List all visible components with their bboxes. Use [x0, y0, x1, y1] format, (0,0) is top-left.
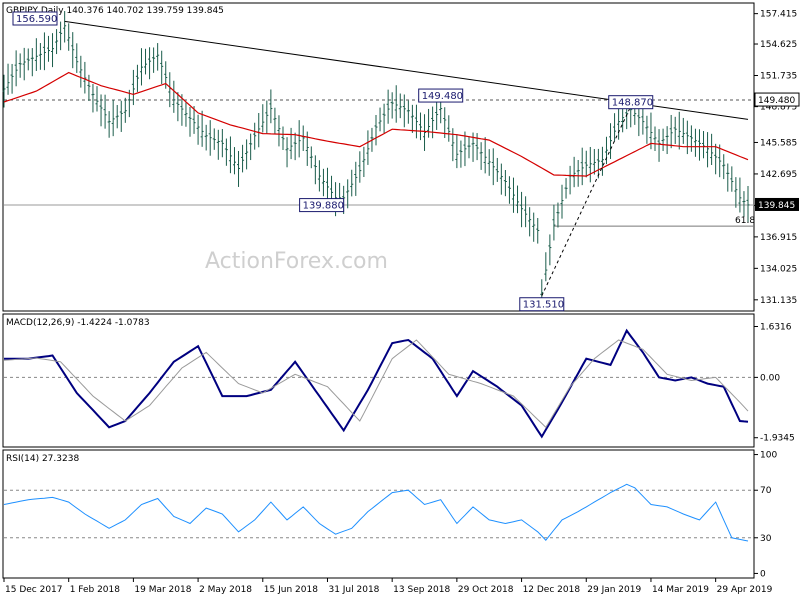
annotation-box — [519, 297, 565, 312]
rsi-ytick-label: 70 — [760, 486, 772, 496]
price-ytick-label: 134.025 — [760, 264, 797, 274]
price-ytick-label: 131.135 — [760, 296, 797, 306]
rsi-ytick-label: 0 — [760, 569, 766, 579]
rsi-title: RSI(14) 27.3238 — [6, 454, 79, 464]
rsi-ytick-label: 100 — [760, 451, 777, 461]
rsi-series-rsi — [3, 483, 749, 542]
macd-panel — [2, 313, 755, 448]
annotation-label: 149.480 — [422, 91, 463, 102]
annotation-label: 148.870 — [612, 98, 653, 109]
price-ytick-label: 157.415 — [760, 10, 797, 20]
moving-average-line — [3, 71, 749, 177]
macd-series-signal — [3, 339, 749, 429]
price-ytick-label: 154.625 — [760, 40, 797, 50]
support-trendline — [541, 106, 632, 297]
price-ytick-label: 151.735 — [760, 71, 797, 81]
price-ytick-label: 145.585 — [760, 138, 797, 148]
price-title: GBPJPY,Daily 140.376 140.702 139.759 139… — [6, 6, 224, 16]
watermark: ActionForex.com — [205, 249, 388, 274]
resistance-price-label: 149.480 — [758, 96, 795, 106]
price-ytick-label: 148.875 — [760, 103, 797, 113]
x-tick-label: 15 Dec 2017 — [5, 585, 63, 595]
price-ytick-label: 136.915 — [760, 233, 797, 243]
price-panel — [2, 2, 755, 312]
x-tick-label: 12 Dec 2018 — [523, 585, 581, 595]
last-price-box — [755, 197, 799, 211]
x-tick-label: 29 Oct 2018 — [458, 585, 514, 595]
annotation-box — [12, 11, 58, 26]
annotation-label: 139.880 — [303, 201, 344, 212]
x-tick-label: 29 Jan 2019 — [587, 585, 641, 595]
annotation-box — [608, 95, 654, 110]
last-price-label: 139.845 — [758, 201, 795, 211]
annotation-box — [418, 88, 464, 103]
macd-ytick-label: 0.00 — [760, 373, 780, 383]
rsi-ytick-label: 30 — [760, 534, 772, 544]
annotation-label: 156.590 — [16, 14, 57, 25]
x-tick-label: 15 Jun 2018 — [264, 585, 318, 595]
price-ytick-label: 142.695 — [760, 170, 797, 180]
macd-ytick-label: 1.6316 — [760, 322, 792, 332]
x-tick-label: 29 Apr 2019 — [717, 585, 773, 595]
x-tick-label: 19 Mar 2018 — [134, 585, 191, 595]
x-tick-label: 31 Jul 2018 — [328, 585, 379, 595]
annotation-box — [299, 198, 345, 213]
rsi-panel — [2, 449, 755, 579]
macd-title: MACD(12,26,9) -1.4224 -1.0783 — [6, 318, 150, 328]
annotation-label: 131.510 — [523, 300, 564, 311]
x-tick-label: 14 Mar 2019 — [652, 585, 709, 595]
macd-series-macd — [4, 328, 749, 439]
resistance-price-box — [754, 92, 800, 107]
x-tick-label: 2 May 2018 — [199, 585, 252, 595]
fib-label: 61.8 — [735, 216, 755, 226]
x-tick-label: 1 Feb 2018 — [70, 585, 121, 595]
x-tick-label: 13 Sep 2018 — [393, 585, 450, 595]
macd-ytick-label: -1.9345 — [760, 434, 795, 444]
